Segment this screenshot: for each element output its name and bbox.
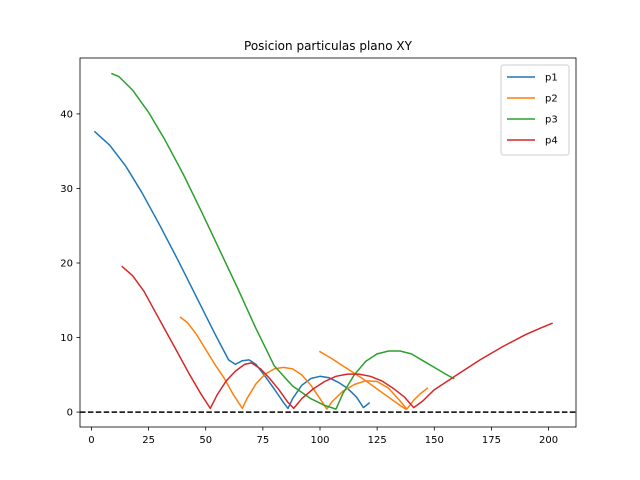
series-line-p1 bbox=[93, 130, 371, 410]
x-tick-label-200: 200 bbox=[539, 435, 558, 446]
legend-label-p3: p3 bbox=[545, 115, 558, 126]
plot-area bbox=[80, 72, 576, 413]
y-tick-label-30: 30 bbox=[60, 184, 73, 195]
series-line-p4 bbox=[121, 265, 553, 410]
x-tick-label-175: 175 bbox=[482, 435, 501, 446]
chart-title: Posicion particulas plano XY bbox=[244, 39, 413, 53]
x-tick-label-125: 125 bbox=[368, 435, 387, 446]
x-tick-label-75: 75 bbox=[256, 435, 269, 446]
legend-label-p1: p1 bbox=[545, 73, 558, 84]
y-tick-label-40: 40 bbox=[60, 109, 73, 120]
y-tick-label-20: 20 bbox=[60, 259, 73, 270]
y-tick-label-0: 0 bbox=[67, 408, 73, 419]
x-tick-label-0: 0 bbox=[88, 435, 94, 446]
y-tick-label-10: 10 bbox=[60, 333, 73, 344]
legend: p1 p2 p3 p4 bbox=[500, 64, 570, 156]
x-tick-label-150: 150 bbox=[425, 435, 444, 446]
series-line-p3 bbox=[111, 72, 455, 410]
x-tick-label-50: 50 bbox=[199, 435, 212, 446]
x-tick-label-100: 100 bbox=[310, 435, 329, 446]
legend-box bbox=[500, 64, 570, 156]
legend-label-p2: p2 bbox=[545, 94, 558, 105]
legend-label-p4: p4 bbox=[545, 136, 558, 147]
series-line-p2 bbox=[179, 316, 429, 411]
x-tick-label-25: 25 bbox=[142, 435, 155, 446]
axes-frame bbox=[79, 57, 577, 428]
axes: 0 25 50 75 100 125 150 175 200 0 10 20 30 40 bbox=[60, 57, 577, 446]
